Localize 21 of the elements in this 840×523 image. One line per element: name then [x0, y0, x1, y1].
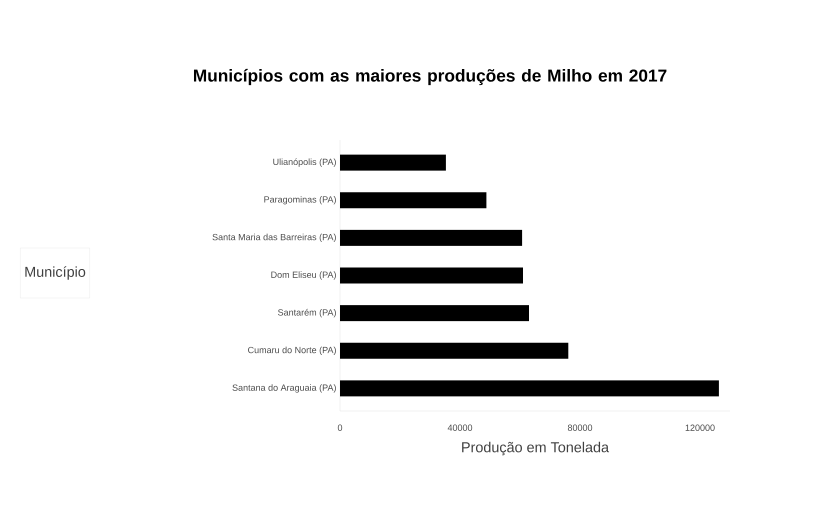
y-tick-label: Santana do Araguaia (PA) [232, 384, 336, 393]
y-tick-label: Dom Eliseu (PA) [271, 271, 336, 280]
y-tick-label: Ulianópolis (PA) [273, 158, 336, 167]
bar [340, 154, 446, 171]
x-tick-label: 40000 [448, 424, 472, 431]
y-tick-label: Paragominas (PA) [264, 196, 336, 204]
x-axis-title: Produção em Tonelada [462, 442, 610, 456]
x-tick-label: 80000 [568, 424, 592, 431]
bar [340, 380, 719, 396]
bar [340, 192, 486, 208]
y-tick-label: Cumaru do Norte (PA) [248, 346, 336, 355]
y-tick-label: Santarém (PA) [278, 308, 336, 318]
x-tick-label: 0 [338, 424, 342, 431]
x-tick-label: 120000 [686, 424, 715, 431]
bar [340, 230, 522, 246]
bar [340, 268, 524, 284]
bar [340, 305, 530, 322]
y-tick-label: Santa Maria das Barreiras (PA) [212, 234, 336, 242]
text: Município [25, 266, 86, 280]
chart-title: Municípios com as maiores produções de Milho em 2017 [194, 68, 666, 86]
bar [340, 342, 568, 359]
